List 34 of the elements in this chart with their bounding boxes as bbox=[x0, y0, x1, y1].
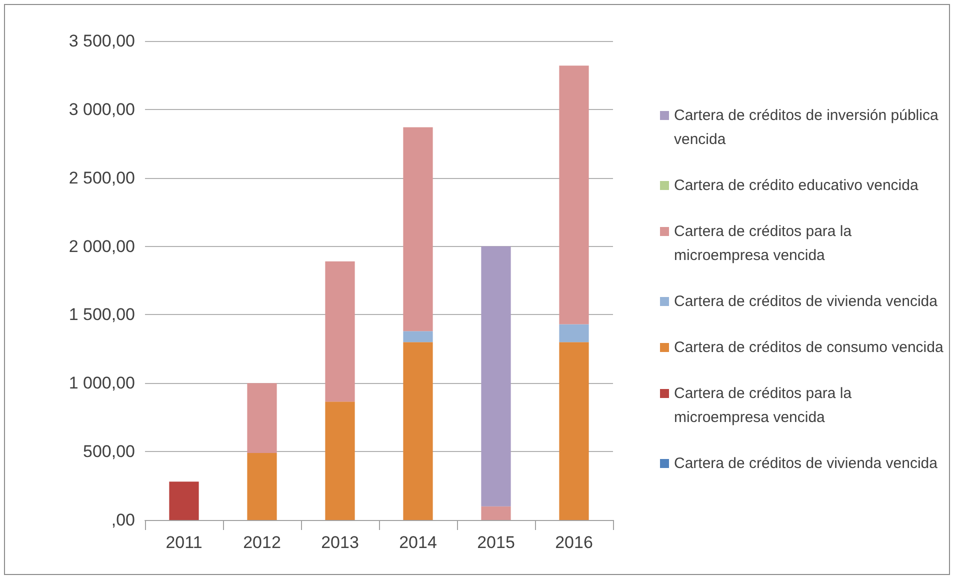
bar bbox=[559, 324, 589, 342]
bar bbox=[325, 402, 355, 520]
bar bbox=[559, 66, 589, 324]
bar bbox=[403, 331, 433, 342]
bar bbox=[481, 246, 511, 506]
x-tick-label: 2016 bbox=[555, 533, 593, 552]
legend-label: Cartera de crédito educativo vencida bbox=[674, 176, 918, 196]
bar bbox=[247, 383, 277, 453]
y-tick-label: 3 000,00 bbox=[68, 100, 135, 119]
bar bbox=[559, 342, 589, 520]
bar bbox=[403, 342, 433, 520]
y-tick-label: 500,00 bbox=[83, 442, 135, 462]
legend-label: Cartera de créditos para la microempresa vencida bbox=[674, 384, 853, 428]
bar bbox=[403, 127, 433, 332]
bar bbox=[325, 261, 355, 402]
x-tick-label: 2011 bbox=[166, 533, 202, 552]
legend-label: Cartera de créditos de vivienda vencida bbox=[674, 454, 938, 474]
bar bbox=[169, 482, 199, 520]
legend-label: Cartera de créditos de vivienda vencida bbox=[674, 292, 938, 312]
y-tick-label: 3 500,00 bbox=[68, 32, 135, 50]
x-tick-label: 2014 bbox=[399, 533, 437, 552]
legend-label: Cartera de créditos de inversión pública vencida bbox=[674, 106, 940, 150]
x-tick-label: 2013 bbox=[321, 533, 359, 552]
bar bbox=[481, 506, 511, 520]
x-tick-label: 2015 bbox=[477, 533, 515, 552]
legend-label: Cartera de créditos para la microempresa vencida bbox=[674, 222, 853, 266]
y-tick-label: 1 000,00 bbox=[68, 374, 135, 393]
y-tick-label: 2 500,00 bbox=[68, 168, 135, 188]
x-tick-label: 2012 bbox=[243, 533, 281, 552]
bar bbox=[247, 452, 277, 520]
legend-label: Cartera de créditos de consumo vencida bbox=[674, 338, 944, 358]
y-tick-label: 2 000,00 bbox=[68, 236, 135, 256]
y-tick-label: 1 500,00 bbox=[68, 305, 135, 324]
y-tick-label: ,00 bbox=[111, 510, 135, 530]
